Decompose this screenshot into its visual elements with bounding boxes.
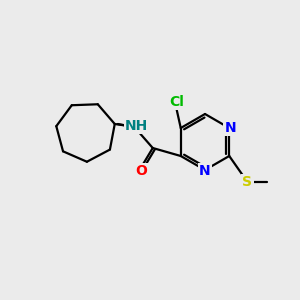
- Text: N: N: [199, 164, 211, 178]
- Text: NH: NH: [125, 119, 148, 133]
- Text: S: S: [242, 175, 252, 189]
- Text: O: O: [135, 164, 147, 178]
- Text: N: N: [224, 121, 236, 135]
- Text: Cl: Cl: [169, 95, 184, 109]
